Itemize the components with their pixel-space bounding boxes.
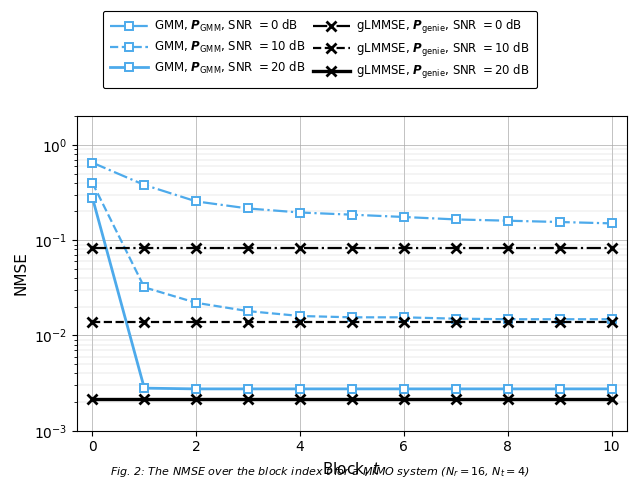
X-axis label: Block, $t$: Block, $t$ xyxy=(323,460,381,478)
Legend: GMM, $\boldsymbol{P}_{\mathrm{GMM}}$, SNR $= 0$ dB, GMM, $\boldsymbol{P}_{\mathr: GMM, $\boldsymbol{P}_{\mathrm{GMM}}$, SN… xyxy=(103,11,537,89)
Y-axis label: NMSE: NMSE xyxy=(13,252,28,295)
Text: Fig. 2: The NMSE over the block index $t$ for a MIMO system ($N_r = 16$, $N_t = : Fig. 2: The NMSE over the block index $t… xyxy=(110,465,530,479)
